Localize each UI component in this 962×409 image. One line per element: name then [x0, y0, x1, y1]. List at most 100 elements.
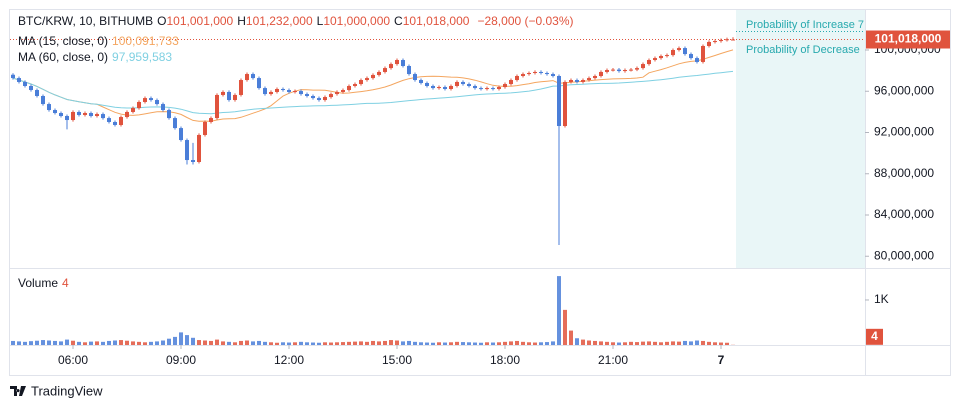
volume-bar [209, 340, 213, 345]
volume-bar [287, 342, 291, 345]
volume-bar [389, 340, 393, 345]
volume-bar [461, 342, 465, 345]
volume-bar [515, 340, 519, 345]
volume-bar [53, 340, 57, 345]
candle-body [701, 45, 705, 62]
candle-body [461, 81, 465, 85]
indicator-name: MA (60, close, 0) [18, 50, 109, 64]
volume-bar [671, 341, 675, 345]
candle-body [563, 81, 567, 127]
candle-body [395, 60, 399, 65]
candle-body [101, 114, 105, 119]
volume-bar [707, 341, 711, 345]
volume-bar [11, 340, 15, 345]
volume-bar [59, 341, 63, 345]
volume-bar [377, 341, 381, 345]
indicator-legend: MA (15, close, 0) 100,091,733 MA (60, clos… [18, 33, 183, 65]
candle-body [245, 74, 249, 81]
candle-body [593, 75, 597, 79]
ohlc-value: 101,018,000 [402, 14, 470, 28]
candle-body [323, 97, 327, 101]
volume-bar [683, 340, 687, 345]
volume-bar [239, 340, 243, 345]
volume-bar [77, 341, 81, 345]
candle-body [617, 69, 621, 72]
candle-body [251, 74, 255, 79]
candle-body [71, 111, 75, 121]
x-tick-label: 06:00 [58, 353, 88, 367]
volume-legend: Volume 4 [18, 275, 73, 291]
volume-bar [629, 341, 633, 345]
symbol: BTC/KRW, 10, BITHUMB [18, 14, 154, 28]
candle-body [431, 85, 435, 89]
volume-bar [407, 340, 411, 345]
candle-body [455, 81, 459, 86]
candle-body [419, 80, 423, 84]
volume-bar [419, 342, 423, 345]
candle-body [119, 117, 123, 125]
candle-body [485, 88, 489, 90]
volume-bar [653, 341, 657, 345]
symbol-legend: BTC/KRW, 10, BITHUMB O101,001,000 H101,232… [18, 13, 578, 29]
volume-bar [83, 342, 87, 345]
volume-bar [179, 332, 183, 345]
volume-bar [371, 340, 375, 345]
volume-bar [35, 340, 39, 345]
candle-body [191, 160, 195, 162]
volume-bar [293, 342, 297, 345]
candle-body [95, 114, 99, 117]
volume-bar [563, 309, 567, 345]
change: −28,000 (−0.03%) [477, 14, 574, 28]
volume-bar [485, 342, 489, 345]
candle-body [695, 58, 699, 62]
candle-body [635, 68, 639, 70]
candle-body [467, 84, 471, 86]
candle-body [239, 80, 243, 95]
candle-body [209, 118, 213, 122]
candle-body [707, 41, 711, 46]
candle-body [161, 104, 165, 111]
ohlc-key: H [237, 14, 246, 28]
candle-body [35, 90, 39, 96]
volume-bar [425, 342, 429, 345]
frame [9, 9, 951, 376]
candle-body [611, 69, 615, 71]
candle-body [509, 80, 513, 85]
volume-bar [281, 342, 285, 345]
candle-body [281, 88, 285, 91]
candle-body [425, 83, 429, 86]
volume-bar [617, 342, 621, 345]
forecast-increase: Probability of Increase 7 [746, 19, 864, 31]
brand-name: TradingView [31, 383, 103, 398]
ohlc-key: C [394, 14, 403, 28]
ohlc-value: 101,001,000 [166, 14, 234, 28]
candle-body [257, 78, 261, 89]
candle-body [347, 85, 351, 91]
candle-body [305, 94, 309, 96]
volume-bar [251, 341, 255, 345]
candle-body [443, 87, 447, 89]
volume-bar [221, 341, 225, 345]
last-price-badge [866, 30, 950, 49]
volume-bar [647, 341, 651, 345]
volume-bar [635, 342, 639, 345]
volume-bar [527, 342, 531, 345]
candle-body [629, 69, 633, 71]
volume-bar [275, 342, 279, 345]
candle-body [137, 101, 141, 109]
candle-body [599, 71, 603, 76]
volume-bar [641, 341, 645, 345]
candle-body [83, 113, 87, 115]
candle-body [287, 90, 291, 92]
volume-value: 4 [62, 276, 69, 290]
volume-bar [71, 340, 75, 345]
volume-bar [161, 340, 165, 345]
volume-bar [17, 341, 21, 345]
volume-bar [233, 342, 237, 345]
candle-body [311, 96, 315, 99]
candle-body [587, 78, 591, 81]
volume-bar [29, 341, 33, 345]
volume-bar [365, 341, 369, 345]
candle-body [413, 74, 417, 81]
